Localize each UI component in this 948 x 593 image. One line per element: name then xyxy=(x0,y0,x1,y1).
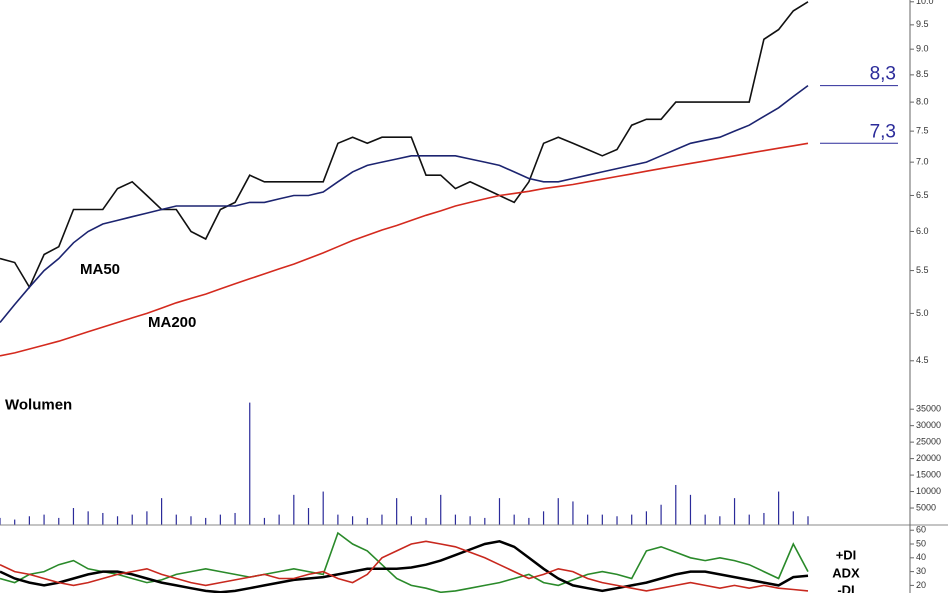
volume-bar xyxy=(351,516,354,525)
volume-bar xyxy=(161,498,163,525)
volume-bar xyxy=(14,519,16,525)
y-tick-label: 15000 xyxy=(916,469,941,479)
y-tick-label: 30000 xyxy=(916,420,941,430)
y-tick-label: 35000 xyxy=(916,404,941,414)
series-label: MA200 xyxy=(148,314,196,331)
y-tick-label: 20 xyxy=(916,580,926,590)
y-tick-label: 10000 xyxy=(916,486,941,496)
volume-bar xyxy=(542,511,545,525)
volume-bar xyxy=(72,508,75,525)
volume-bar xyxy=(219,514,221,525)
volume-bar xyxy=(396,498,398,525)
volume-bar xyxy=(102,512,104,525)
line-series xyxy=(0,84,809,324)
volume-bar xyxy=(587,514,589,525)
legend-label: -DI xyxy=(837,582,854,593)
y-tick-label: 4.5 xyxy=(916,355,929,365)
volume-bar xyxy=(116,516,119,525)
volume-bar xyxy=(322,491,324,525)
volume-bar xyxy=(601,514,603,525)
volume-bar xyxy=(733,498,736,525)
y-tick-label: 8.5 xyxy=(916,69,929,79)
volume-bar xyxy=(28,516,30,525)
line-series xyxy=(0,540,809,593)
volume-bar xyxy=(337,514,339,525)
y-tick-label: 9.0 xyxy=(916,44,929,54)
level-label: 7,3 xyxy=(870,121,896,142)
y-tick-label: 60 xyxy=(916,525,926,535)
volume-bar xyxy=(704,514,706,525)
volume-bar xyxy=(498,498,501,525)
y-tick-label: 40 xyxy=(916,552,926,562)
y-tick-label: 9.5 xyxy=(916,19,929,29)
line-series xyxy=(0,1,809,289)
volume-bar xyxy=(146,511,148,525)
volume-bar xyxy=(366,517,368,525)
volume-bar xyxy=(307,508,310,525)
volume-bar xyxy=(528,517,530,525)
legend-label: ADX xyxy=(832,565,860,580)
y-tick-label: 30 xyxy=(916,566,926,576)
volume-bar xyxy=(675,484,677,525)
volume-bar xyxy=(249,402,251,525)
volume-bar xyxy=(572,501,574,525)
line-series xyxy=(0,540,809,592)
volume-bar xyxy=(807,516,809,525)
volume-bar xyxy=(263,517,266,525)
volume-bar xyxy=(660,504,662,525)
volume-bar xyxy=(293,494,295,525)
volume-bar xyxy=(631,514,633,525)
line-series xyxy=(0,531,809,593)
panel-title: Wolumen xyxy=(5,397,72,414)
y-tick-label: 7.5 xyxy=(916,126,929,136)
volume-bar xyxy=(131,514,133,525)
volume-bar xyxy=(484,517,486,525)
volume-bar xyxy=(454,514,457,525)
volume-bar xyxy=(381,514,383,525)
y-tick-label: 5000 xyxy=(916,502,936,512)
volume-bar xyxy=(43,514,45,525)
y-tick-label: 5.5 xyxy=(916,265,929,275)
series-label: MA50 xyxy=(80,261,120,278)
volume-bar xyxy=(557,498,559,525)
volume-bar xyxy=(175,514,177,525)
y-tick-label: 20000 xyxy=(916,453,941,463)
y-tick-label: 25000 xyxy=(916,437,941,447)
level-label: 8,3 xyxy=(870,64,896,85)
volume-bar xyxy=(87,511,89,525)
volume-bar xyxy=(58,517,60,525)
y-tick-label: 10.0 xyxy=(916,0,934,6)
volume-bar xyxy=(469,516,471,525)
volume-bar xyxy=(778,491,780,525)
volume-bar xyxy=(410,516,412,525)
volume-bar xyxy=(278,514,280,525)
y-tick-label: 7.0 xyxy=(916,157,929,167)
volume-bar xyxy=(0,517,1,525)
volume-bar xyxy=(792,511,794,525)
volume-bar xyxy=(440,494,442,525)
y-tick-label: 6.5 xyxy=(916,190,929,200)
volume-bar xyxy=(425,517,427,525)
y-tick-label: 50 xyxy=(916,538,926,548)
volume-bar xyxy=(689,494,692,525)
line-series xyxy=(0,142,809,357)
volume-bar xyxy=(719,516,721,525)
volume-bar xyxy=(748,514,750,525)
volume-bar xyxy=(234,512,236,525)
y-tick-label: 8.0 xyxy=(916,96,929,106)
volume-bar xyxy=(513,514,515,525)
y-tick-label: 6.0 xyxy=(916,226,929,236)
legend-label: +DI xyxy=(836,547,857,562)
volume-bar xyxy=(205,517,207,525)
volume-bar xyxy=(190,516,192,525)
volume-bar xyxy=(763,512,765,525)
volume-bar xyxy=(616,516,618,525)
y-tick-label: 5.0 xyxy=(916,308,929,318)
volume-bar xyxy=(645,511,647,525)
